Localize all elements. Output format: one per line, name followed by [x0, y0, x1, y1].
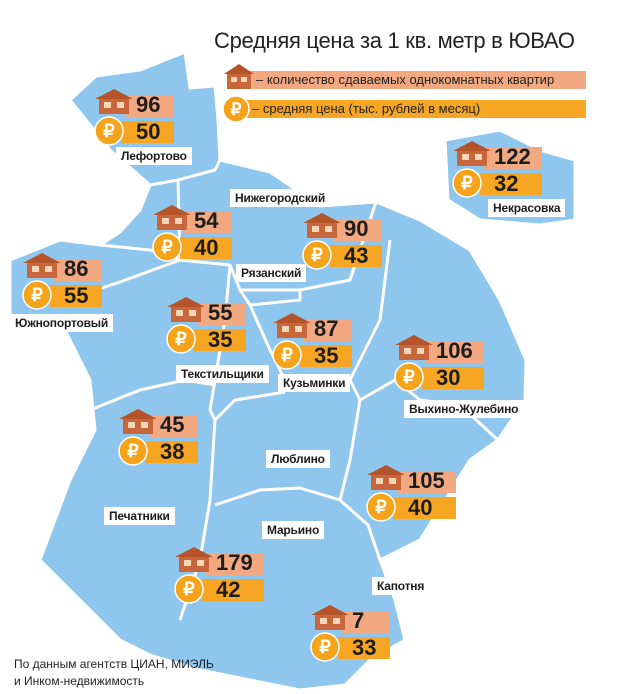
ruble-coin-icon: ₽ [366, 492, 396, 522]
listing-count: 7 [352, 608, 365, 633]
average-price: 43 [344, 243, 369, 268]
ruble-coin-icon: ₽ [118, 436, 148, 466]
district-border [213, 390, 286, 422]
house-icon [23, 253, 61, 278]
district-label-yuzhnoportovy: Южнопортовый [10, 314, 114, 332]
district-border [238, 289, 302, 307]
district-label-ryazansky: Рязанский [236, 264, 307, 282]
house-icon [119, 409, 157, 434]
district-border [214, 486, 382, 561]
svg-text:₽: ₽ [461, 173, 473, 193]
marker-pechatniki: ₽ 45 38 [118, 408, 208, 466]
district-label-tekstilshchiki: Текстильщики [176, 365, 269, 383]
average-price: 33 [352, 635, 377, 660]
svg-text:₽: ₽ [103, 121, 115, 141]
legend-price-label: – средняя цена (тыс. рублей в месяц) [244, 100, 586, 118]
district-label-pechatniki: Печатники [104, 507, 175, 525]
average-price: 50 [136, 119, 161, 144]
house-icon [175, 547, 213, 572]
district-label-nizhegorodsky: Нижегородский [230, 189, 331, 207]
svg-text:₽: ₽ [175, 329, 187, 349]
source-line-1: По данным агентств ЦИАН, МИЭЛЬ [14, 657, 214, 671]
average-price: 35 [208, 327, 233, 352]
house-icon [167, 297, 205, 322]
ruble-coin-icon: ₽ [22, 280, 52, 310]
marker-lyublino: ₽ 105 40 [366, 464, 466, 522]
average-price: 35 [314, 343, 339, 368]
house-icon [453, 141, 491, 166]
house-icon [367, 465, 405, 490]
ruble-coin-icon: ₽ [222, 95, 250, 123]
marker-kuzminki: ₽ 87 35 [272, 312, 362, 370]
svg-text:₽: ₽ [375, 497, 387, 517]
data-source-note: По данным агентств ЦИАН, МИЭЛЬ и Инком-н… [14, 656, 214, 690]
listing-count: 179 [216, 550, 253, 575]
ruble-coin-icon: ₽ [174, 574, 204, 604]
listing-count: 90 [344, 216, 369, 241]
ruble-coin-icon: ₽ [394, 362, 424, 392]
listing-count: 105 [408, 468, 445, 493]
district-label-kapotnya: Капотня [372, 577, 430, 595]
average-price: 38 [160, 439, 185, 464]
district-border [199, 201, 378, 292]
listing-count: 86 [64, 256, 89, 281]
average-price: 40 [194, 235, 219, 260]
listing-count: 45 [160, 412, 185, 437]
svg-text:₽: ₽ [127, 441, 139, 461]
district-label-nekrasovka: Некрасовка [488, 199, 566, 217]
ruble-coin-icon: ₽ [94, 116, 124, 146]
district-border [149, 159, 222, 187]
svg-text:₽: ₽ [281, 345, 293, 365]
average-price: 32 [494, 171, 519, 196]
district-label-maryino: Марьино [262, 521, 325, 539]
ruble-coin-icon: ₽ [272, 340, 302, 370]
svg-text:₽: ₽ [319, 637, 331, 657]
district-border [338, 399, 362, 501]
svg-text:₽: ₽ [161, 237, 173, 257]
marker-ryazansky: ₽ 90 43 [302, 212, 392, 270]
marker-maryino: ₽ 179 42 [174, 546, 274, 604]
marker-yuzhnoportovy: ₽ 86 55 [22, 252, 112, 310]
average-price: 40 [408, 495, 433, 520]
svg-text:₽: ₽ [403, 367, 415, 387]
ruble-coin-icon: ₽ [310, 632, 340, 662]
house-icon [311, 605, 349, 630]
marker-kapotnya: ₽ 7 33 [310, 604, 400, 662]
district-label-lefortovo: Лефортово [116, 147, 192, 165]
listing-count: 54 [194, 208, 219, 233]
district-label-lyublino: Люблино [266, 450, 330, 468]
house-icon [224, 64, 254, 89]
listing-count: 55 [208, 300, 233, 325]
average-price: 30 [436, 365, 461, 390]
source-line-2: и Инком-недвижимость [14, 674, 145, 688]
house-icon [95, 89, 133, 114]
house-icon [303, 213, 341, 238]
svg-text:₽: ₽ [231, 100, 242, 119]
ruble-coin-icon: ₽ [166, 324, 196, 354]
house-icon [153, 205, 191, 230]
average-price: 55 [64, 283, 89, 308]
listing-count: 96 [136, 92, 161, 117]
ruble-coin-icon: ₽ [452, 168, 482, 198]
ruble-coin-icon: ₽ [152, 232, 182, 262]
ruble-coin-icon: ₽ [302, 240, 332, 270]
listing-count: 122 [494, 144, 531, 169]
house-icon [395, 335, 433, 360]
average-price: 42 [216, 577, 241, 602]
svg-text:₽: ₽ [31, 285, 43, 305]
marker-nekrasovka: ₽ 122 32 [452, 140, 552, 198]
marker-tekstilshchiki: ₽ 55 35 [166, 296, 256, 354]
marker-lefortovo: ₽ 96 50 [94, 88, 184, 146]
listing-count: 87 [314, 316, 339, 341]
legend-count-label: – количество сдаваемых однокомнатных ква… [248, 71, 586, 89]
listing-count: 106 [436, 338, 473, 363]
house-icon [273, 313, 311, 338]
svg-text:₽: ₽ [311, 245, 323, 265]
marker-nizhegorodsky: ₽ 54 40 [152, 204, 242, 262]
svg-text:₽: ₽ [183, 579, 195, 599]
marker-vykhino-zhulebino: ₽ 106 30 [394, 334, 494, 392]
district-label-vykhino-zhulebino: Выхино-Жулебино [404, 400, 524, 418]
district-label-kuzminki: Кузьминки [278, 374, 351, 392]
map-title: Средняя цена за 1 кв. метр в ЮВАО [214, 28, 575, 53]
